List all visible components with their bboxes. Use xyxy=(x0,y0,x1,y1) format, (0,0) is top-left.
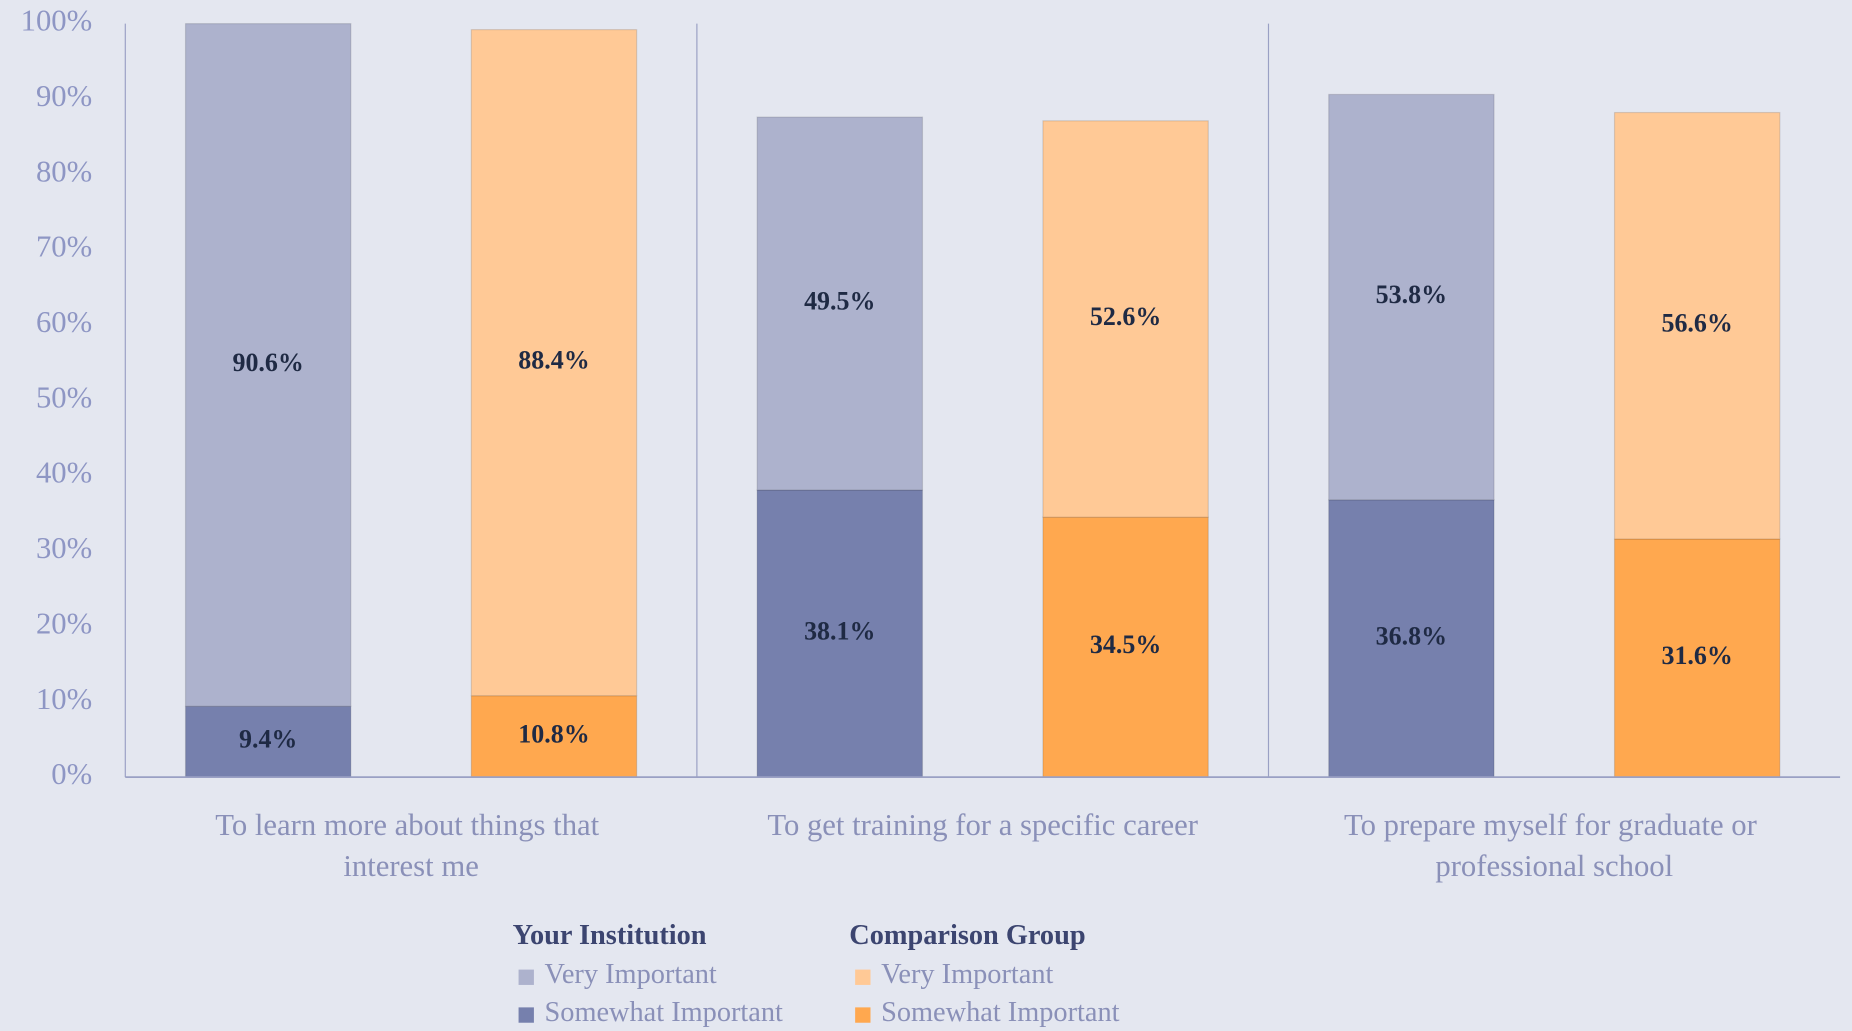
legend-swatch xyxy=(855,969,871,985)
y-tick-label: 40% xyxy=(36,456,92,490)
legend-label: Very Important xyxy=(881,959,1053,990)
y-tick-label: 100% xyxy=(21,4,93,38)
value-label: 36.8% xyxy=(1376,621,1447,650)
bar-segment xyxy=(1613,111,1781,540)
value-label: 56.6% xyxy=(1661,309,1732,338)
x-tick-label: To prepare myself for graduate or profes… xyxy=(1344,808,1764,883)
y-tick-label: 30% xyxy=(36,531,92,565)
value-label: 53.8% xyxy=(1376,280,1447,309)
legend-swatch xyxy=(518,969,534,985)
legend-title: Comparison Group xyxy=(849,920,1085,951)
label-line: To get training for a specific career xyxy=(767,808,1198,842)
value-label: 49.5% xyxy=(804,287,875,316)
label-line: To prepare myself for graduate or xyxy=(1344,808,1764,842)
bar-segment xyxy=(1042,120,1209,518)
value-label: 38.1% xyxy=(804,617,875,646)
bar-segment xyxy=(1042,516,1209,778)
x-tick-label: To get training for a specific career xyxy=(767,808,1198,842)
y-tick-label: 90% xyxy=(36,79,92,113)
value-label: 34.5% xyxy=(1090,630,1161,659)
y-tick-label: 70% xyxy=(36,230,92,264)
label-line: interest me xyxy=(343,849,479,883)
legend-title: Your Institution xyxy=(513,920,707,951)
y-tick-label: 20% xyxy=(36,606,92,640)
label-line: professional school xyxy=(1435,849,1673,883)
y-tick-label: 0% xyxy=(51,757,92,791)
bar-segment xyxy=(184,705,352,778)
bar-segment xyxy=(756,116,924,491)
bar-segment xyxy=(1328,93,1495,501)
y-tick-label: 10% xyxy=(36,682,92,716)
x-tick-label: To learn more about things that interest… xyxy=(215,808,607,883)
label-line: To learn more about things that xyxy=(215,808,607,842)
legend-swatch xyxy=(518,1007,534,1023)
legend-label: Somewhat Important xyxy=(881,997,1120,1028)
legend-swatch xyxy=(855,1007,871,1023)
y-tick-label: 60% xyxy=(36,305,92,339)
value-label: 10.8% xyxy=(518,719,589,748)
value-label: 88.4% xyxy=(518,346,589,375)
legend-label: Somewhat Important xyxy=(545,997,784,1028)
bar-segment xyxy=(1328,499,1495,778)
legend-label: Very Important xyxy=(545,959,717,990)
bar-segment xyxy=(756,489,924,778)
value-label: 9.4% xyxy=(239,725,297,754)
bar-segment xyxy=(470,29,638,697)
bar-segment xyxy=(1613,538,1781,778)
value-label: 52.6% xyxy=(1090,302,1161,331)
y-tick-label: 50% xyxy=(36,380,92,414)
y-tick-label: 80% xyxy=(36,154,92,188)
value-label: 90.6% xyxy=(232,348,303,377)
bar-segment xyxy=(184,23,352,707)
value-label: 31.6% xyxy=(1661,641,1732,670)
